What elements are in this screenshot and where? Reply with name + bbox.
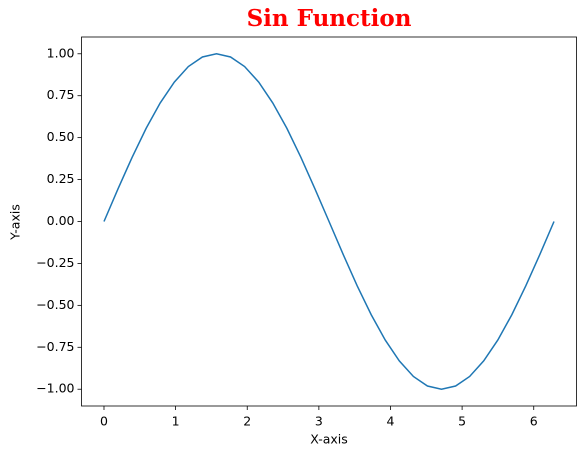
chart-title: Sin Function [247,5,412,32]
y-axis-label: Y-axis [8,204,23,241]
y-tick-label: 0.50 [47,129,75,144]
y-tick-label: 0.75 [47,87,75,102]
x-tick-label: 2 [243,414,251,429]
y-tick-label: −0.75 [36,339,74,354]
x-tick-label: 0 [100,414,108,429]
x-tick-label: 4 [387,414,395,429]
y-tick-label: −0.25 [36,255,74,270]
x-tick-label: 6 [530,414,538,429]
x-axis-label: X-axis [310,432,348,447]
x-tick-label: 5 [458,414,466,429]
y-tick-label: −0.50 [36,297,74,312]
x-tick-label: 1 [172,414,180,429]
y-tick-label: −1.00 [36,381,74,396]
y-tick-label: 1.00 [47,45,75,60]
x-tick-label: 3 [315,414,323,429]
y-tick-label: 0.25 [47,171,75,186]
y-tick-label: 0.00 [47,213,75,228]
line-series [103,53,555,390]
